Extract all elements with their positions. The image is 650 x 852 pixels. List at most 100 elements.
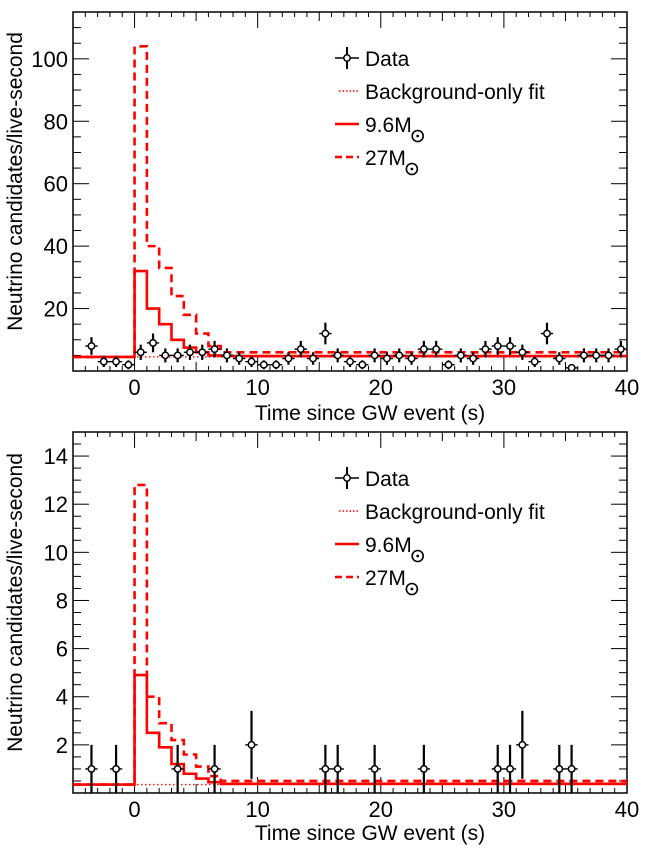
panel2-data-point-marker	[419, 764, 428, 773]
panel2-data-point	[208, 744, 221, 793]
panel1-data-point	[306, 352, 320, 365]
panel2-data-point-marker	[370, 764, 379, 773]
panel1-data-point	[368, 348, 381, 363]
panel2-data-point	[245, 710, 258, 779]
panel1-data-point	[183, 344, 197, 360]
panel2-legend-solar-mass-icon-dot	[410, 587, 414, 591]
panel2-data-point	[331, 744, 344, 793]
panel1-data-point	[269, 360, 283, 370]
panel1-data-point	[245, 356, 258, 368]
panel1-series-96m-line	[73, 269, 627, 359]
panel2-legend-label: 9.6M	[365, 534, 412, 557]
panel1-data-point-marker	[456, 351, 465, 360]
panel1-data-point	[356, 360, 369, 370]
panel1-data-point	[319, 322, 332, 345]
panel1-data-point	[577, 348, 591, 363]
panel2-data-point-marker	[567, 764, 576, 773]
panel1-data-point-marker	[210, 345, 219, 354]
panel1-data-point-marker	[296, 345, 305, 354]
panel2-legend: Data Background-only fit 9.6M 27M	[335, 467, 545, 596]
panel1-data-point-marker	[136, 348, 145, 357]
panel2-data-point-marker	[173, 764, 182, 773]
panel1-y-tick-label: 20	[44, 297, 68, 322]
panel2-data-point	[319, 744, 332, 793]
panel1-y-tick-label: 40	[44, 234, 68, 259]
panel1-data-point	[159, 348, 172, 363]
panel1-data-point-marker	[493, 342, 502, 350]
panel1-data-point	[171, 348, 184, 363]
panel1-data-point	[491, 337, 504, 355]
panel1-x-tick-label: 10	[245, 375, 269, 400]
panel1-data-point-marker	[407, 354, 416, 363]
panel1-y-tick-label: 80	[44, 109, 68, 134]
panel2-data-point	[565, 744, 578, 793]
panel1-data-point-marker	[370, 351, 379, 360]
panel2-series-27m-line	[73, 483, 627, 786]
panel1-data-point-marker	[382, 354, 391, 363]
panel2-legend-solar-mass-icon	[411, 549, 424, 563]
chart-panel-2: 0 10 20 30 40 2 4 6 8 10 12 14 Time since GW event (…	[4, 431, 639, 845]
panel1-x-tick-label: 40	[615, 375, 639, 400]
panel2-legend-label: Background-only fit	[365, 501, 545, 524]
panel1-data-point-marker	[481, 345, 490, 354]
panel1-legend-label: Data	[365, 48, 410, 71]
panel1-data-point-marker	[173, 351, 182, 360]
panel1-legend-solar-mass-icon	[411, 129, 424, 143]
panel1-data-point-marker	[444, 360, 453, 369]
panel2-data-point	[109, 744, 123, 793]
panel1-data-point	[553, 352, 566, 365]
panel1-legend-data-marker	[343, 54, 351, 62]
panel2-legend-label: 27M	[365, 567, 406, 590]
panel1-data-point	[417, 340, 431, 358]
panel1-data-point-marker	[333, 351, 342, 360]
panel1-plot-area	[73, 45, 627, 371]
panel1-data-point-marker	[604, 351, 613, 360]
panel2-y-tick-label: 12	[44, 492, 68, 517]
panel2-data-point	[503, 744, 517, 793]
panel1-data-point	[122, 360, 135, 370]
panel1-data-point-marker	[432, 345, 441, 354]
panel1-legend-label: 27M	[365, 147, 406, 170]
panel2-data-point-marker	[518, 740, 527, 749]
panel2-data-point	[85, 744, 98, 793]
panel2-x-axis-label: Time since GW event (s)	[255, 822, 485, 845]
panel2-data-point-marker	[493, 764, 502, 773]
panel1-data-point-marker	[87, 342, 96, 350]
panel1-data-point	[442, 360, 455, 370]
panel2-y-tick-label: 8	[56, 588, 68, 613]
panel1-data-point	[220, 348, 234, 363]
panel2-data-point-marker	[112, 764, 121, 773]
panel1-data-point-marker	[419, 345, 428, 354]
panel1-plot-frame	[72, 11, 628, 372]
panel1-data-point	[208, 340, 221, 358]
panel1-data-point-marker	[272, 360, 281, 369]
panel1-data-point	[602, 348, 615, 363]
panel2-y-tick-label: 4	[56, 685, 68, 710]
panel1-legend: Data Background-only fit 9.6M 27M	[335, 47, 545, 176]
panel1-data-point	[393, 348, 406, 363]
chart-panel-1: 0 10 20 30 40 20 40 60 80 100 Time since GW event …	[4, 11, 639, 425]
panel1-data-point	[294, 340, 307, 358]
panel1-data-point	[85, 337, 98, 355]
panel2-plot-frame	[72, 431, 628, 794]
panel1-data-point-marker	[222, 351, 231, 360]
panel2-data-point	[368, 744, 381, 793]
panel1-data-point	[479, 340, 492, 358]
panel1-data-point	[516, 344, 529, 360]
panel1-data-point-marker	[555, 354, 564, 363]
panel2-data-point-marker	[247, 740, 256, 749]
panel1-data-point	[540, 322, 554, 345]
panel1-data-point-marker	[395, 351, 404, 360]
panel1-data-point	[233, 352, 246, 365]
panel1-y-tick-label: 100	[31, 47, 68, 72]
panel1-data-point-marker	[186, 348, 194, 357]
panel2-x-tick-label: 0	[128, 797, 140, 822]
panel1-data-point-marker	[346, 357, 354, 366]
panel1-data-point	[109, 356, 123, 368]
panel2-data-point-marker	[506, 764, 514, 773]
panel1-data-point	[196, 344, 209, 360]
panel1-data-point-marker	[530, 357, 539, 366]
panel2-data-point-marker	[321, 764, 330, 773]
panel1-legend-solar-mass-icon-dot	[410, 167, 414, 171]
panel1-data-point-marker	[247, 357, 256, 366]
